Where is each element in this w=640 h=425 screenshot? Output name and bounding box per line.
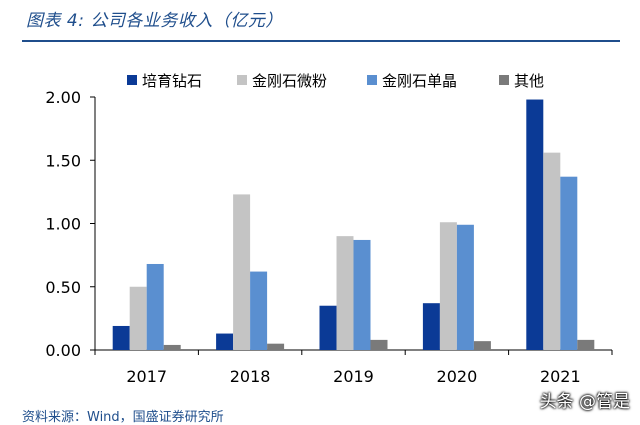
legend-swatch [127, 75, 137, 85]
bar [422, 303, 440, 350]
bar [267, 343, 285, 350]
legend-label: 金刚石微粉 [252, 72, 327, 90]
y-tick-label: 0.00 [45, 341, 81, 360]
figure-title: 图表 4: 公司各业务收入（亿元） [26, 11, 283, 31]
x-tick-label: 2020 [437, 367, 478, 386]
legend-label: 金刚石单晶 [382, 72, 457, 90]
x-tick-label: 2021 [540, 367, 581, 386]
legend-swatch [499, 75, 509, 85]
bar [439, 222, 457, 350]
y-tick-label: 1.00 [45, 215, 81, 234]
bar [526, 99, 544, 350]
bar [216, 333, 234, 350]
legend: 培育钻石 金刚石微粉 金刚石单晶 其他 [127, 72, 544, 90]
bar [353, 239, 371, 350]
y-tick-label: 0.50 [45, 278, 81, 297]
legend-swatch [237, 75, 247, 85]
y-tick-label: 2.00 [45, 88, 81, 107]
bars [112, 99, 595, 350]
y-axis: 0.00 0.50 1.00 1.50 2.00 [45, 88, 96, 360]
bar [233, 194, 251, 350]
bar [319, 305, 337, 350]
bar [560, 176, 578, 350]
x-tick-label: 2018 [230, 367, 271, 386]
bar [146, 263, 164, 350]
x-axis: 2017 2018 2019 2020 2021 [94, 349, 613, 386]
x-tick-label: 2019 [333, 367, 374, 386]
bar [163, 344, 181, 350]
bar [577, 339, 595, 350]
title-divider [22, 40, 620, 42]
bar [336, 236, 354, 350]
legend-label: 培育钻石 [142, 72, 202, 90]
watermark: 头条 @管是 [539, 392, 630, 412]
y-tick-label: 1.50 [45, 151, 81, 170]
bar [250, 271, 268, 350]
bar [473, 341, 491, 350]
bar [129, 286, 147, 350]
bar [112, 325, 130, 350]
bar [543, 152, 561, 350]
source-note: 资料来源：Wind，国盛证券研究所 [22, 410, 224, 425]
bar [370, 339, 388, 350]
legend-swatch [367, 75, 377, 85]
x-tick-label: 2017 [126, 367, 167, 386]
legend-label: 其他 [514, 72, 544, 90]
bar [456, 224, 474, 350]
